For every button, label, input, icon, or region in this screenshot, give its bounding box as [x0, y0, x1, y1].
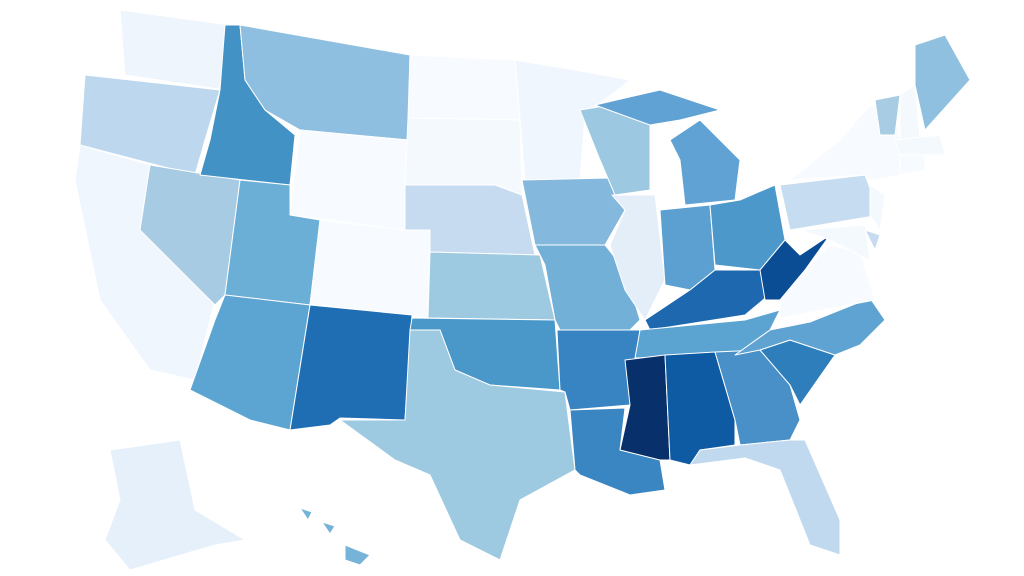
state	[799, 224, 871, 261]
state	[289, 129, 409, 231]
state	[309, 219, 431, 319]
state	[427, 251, 556, 321]
state	[899, 154, 926, 176]
state	[289, 304, 413, 431]
state	[689, 439, 841, 556]
state	[864, 229, 881, 251]
state	[79, 74, 221, 176]
state	[874, 94, 901, 136]
state	[569, 407, 666, 496]
state	[514, 59, 631, 181]
state	[669, 119, 741, 206]
state	[344, 544, 371, 566]
state	[404, 117, 523, 196]
state	[104, 439, 246, 571]
state	[321, 521, 336, 535]
state	[869, 184, 886, 231]
state	[914, 34, 971, 131]
state	[339, 329, 576, 561]
state	[407, 54, 521, 121]
state	[609, 194, 666, 321]
state	[619, 354, 671, 461]
state	[521, 177, 626, 246]
state	[594, 89, 721, 126]
state	[299, 507, 313, 521]
state	[119, 9, 231, 91]
state	[734, 297, 886, 356]
state	[894, 134, 946, 156]
state	[779, 174, 881, 231]
state	[759, 234, 831, 301]
